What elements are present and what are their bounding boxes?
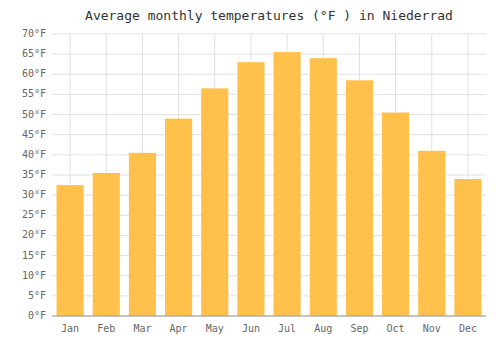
- x-tick-label: Apr: [170, 323, 188, 334]
- bar: [310, 58, 337, 316]
- bar: [93, 173, 120, 316]
- x-axis: Jan Feb Mar Apr May Jun Jul Aug Sep Oct Nov Dec: [61, 323, 477, 334]
- bar: [165, 119, 192, 316]
- y-tick-label: 15°F: [22, 250, 46, 261]
- grid: [52, 34, 486, 316]
- bar: [274, 52, 301, 316]
- y-tick-label: 70°F: [22, 28, 46, 39]
- bar: [346, 80, 373, 316]
- y-tick-label: 45°F: [22, 129, 46, 140]
- y-tick-label: 40°F: [22, 149, 46, 160]
- bar: [201, 88, 228, 316]
- y-tick-label: 30°F: [22, 189, 46, 200]
- x-tick-label: May: [206, 323, 224, 334]
- chart-container: 0°F 5°F 10°F 15°F 20°F 25°F 30°F 35°F 40°F 45°F 50…: [0, 0, 500, 350]
- y-axis: 0°F 5°F 10°F 15°F 20°F 25°F 30°F 35°F 40°F 45°F 50…: [22, 28, 46, 321]
- y-tick-label: 60°F: [22, 68, 46, 79]
- y-grid-line: [52, 94, 486, 95]
- x-tick-label: Jun: [242, 323, 260, 334]
- x-tick-label: Jan: [61, 323, 79, 334]
- x-axis-line: [52, 316, 486, 317]
- y-tick-label: 55°F: [22, 88, 46, 99]
- x-tick-label: Sep: [350, 323, 368, 334]
- x-tick-label: Aug: [314, 323, 332, 334]
- bar: [454, 179, 481, 316]
- y-grid-line: [52, 134, 486, 135]
- y-tick-label: 20°F: [22, 229, 46, 240]
- y-grid-line: [52, 316, 486, 317]
- y-tick-label: 65°F: [22, 48, 46, 59]
- bar: [57, 185, 84, 316]
- y-tick-label: 0°F: [28, 310, 46, 321]
- y-tick-label: 50°F: [22, 109, 46, 120]
- chart: 0°F 5°F 10°F 15°F 20°F 25°F 30°F 35°F 40°F 45°F 50…: [0, 0, 500, 350]
- x-tick-label: Feb: [97, 323, 115, 334]
- bars: [57, 52, 482, 316]
- bar: [129, 153, 156, 316]
- x-tick-label: Mar: [133, 323, 151, 334]
- y-grid-line: [52, 34, 486, 35]
- x-tick-label: Oct: [387, 323, 405, 334]
- bar: [418, 151, 445, 316]
- bar: [382, 113, 409, 316]
- y-grid-line: [52, 114, 486, 115]
- y-tick-label: 10°F: [22, 270, 46, 281]
- bar: [237, 62, 264, 316]
- y-grid-line: [52, 54, 486, 55]
- y-tick-label: 5°F: [28, 290, 46, 301]
- y-tick-label: 35°F: [22, 169, 46, 180]
- title: Average monthly temperatures (°F ) in Ni…: [85, 8, 453, 23]
- x-tick-label: Nov: [423, 323, 441, 334]
- x-tick-label: Dec: [459, 323, 477, 334]
- y-grid-line: [52, 74, 486, 75]
- y-tick-label: 25°F: [22, 209, 46, 220]
- x-tick-label: Jul: [278, 323, 296, 334]
